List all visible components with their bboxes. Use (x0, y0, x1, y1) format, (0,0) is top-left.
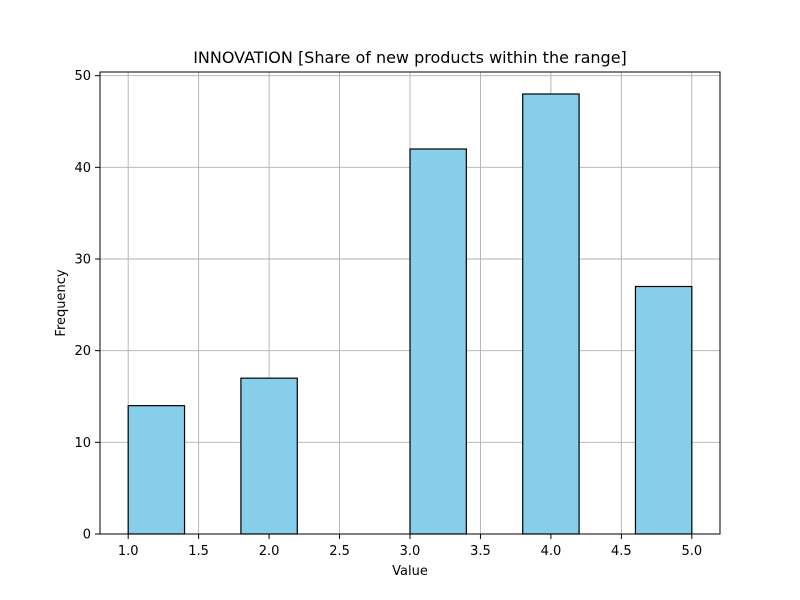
x-tick-label: 1.5 (188, 544, 209, 559)
histogram-bar (240, 377, 298, 535)
x-tick-label: 2.0 (259, 544, 280, 559)
x-tick-label: 5.0 (681, 544, 702, 559)
axes: 1.0 1.5 2.0 2.5 3.0 3.5 4.0 4.5 5.0 0 10 20 30 40 50 (74, 69, 721, 559)
y-tick-label: 20 (74, 344, 91, 359)
x-tick-label: 1.0 (118, 544, 139, 559)
bars (127, 93, 693, 535)
y-tick-label: 40 (74, 161, 91, 176)
y-tick-label: 50 (74, 69, 91, 84)
x-tick-label: 4.5 (611, 544, 632, 559)
y-axis-title: Frequency (54, 269, 69, 336)
chart-title: INNOVATION [Share of new products within… (193, 48, 627, 67)
x-tick-label: 2.5 (329, 544, 350, 559)
x-axis-title: Value (392, 564, 428, 579)
histogram-bar (522, 93, 580, 535)
y-tick-label: 30 (74, 253, 91, 268)
x-tick-label: 3.0 (400, 544, 421, 559)
histogram-bar (127, 405, 186, 535)
histogram-bar (409, 148, 467, 535)
x-tick-label: 4.0 (541, 544, 562, 559)
y-tick-label: 0 (83, 528, 91, 543)
histogram-bar (634, 285, 693, 535)
y-tick-label: 10 (74, 436, 91, 451)
x-tick-label: 3.5 (470, 544, 491, 559)
